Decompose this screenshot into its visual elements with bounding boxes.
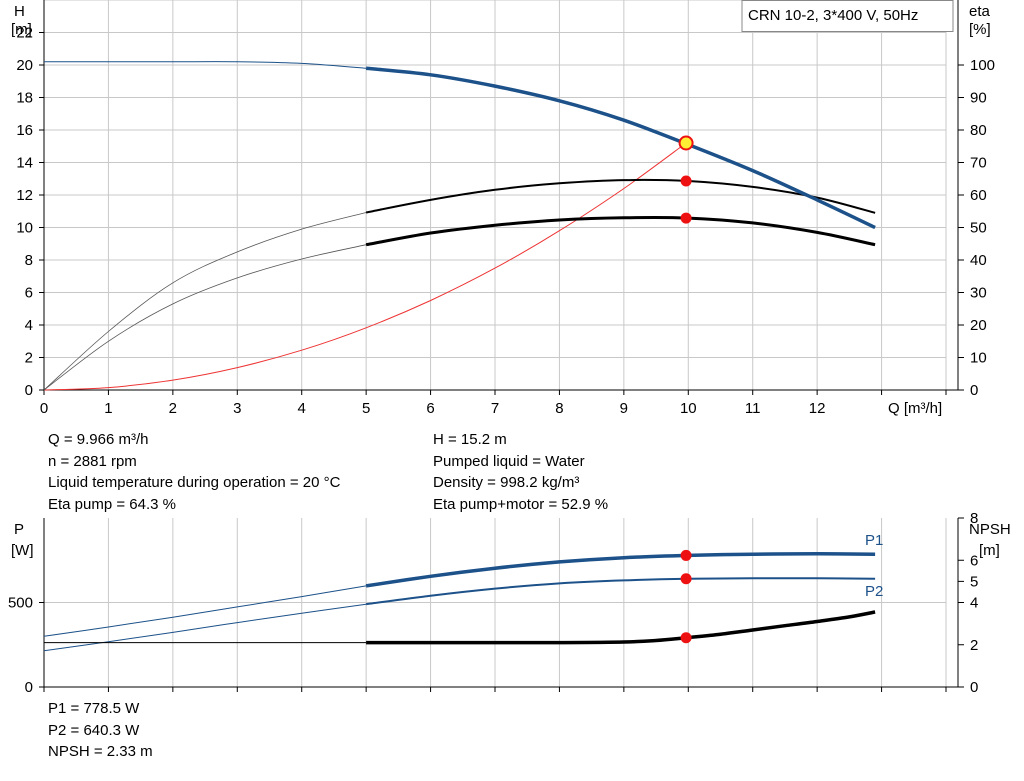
eta-pump-curve-extension [43,212,367,391]
y2-tick-label: 0 [970,382,978,399]
x-axis-title: Q [m³/h] [888,400,942,417]
pump-label-box [741,0,954,32]
head-value: H = 15.2 m [433,431,507,448]
p1-curve [365,552,876,588]
duty-point-eta [680,175,692,187]
duty-point-eta [680,212,692,224]
y-tick-label: 6 [25,285,33,302]
y-tick-label: 18 [16,90,33,107]
p1-value: P1 = 778.5 W [48,700,140,717]
npsh-curve [366,610,876,645]
y-tick-label: 16 [16,122,33,139]
y-axis-title: H [14,3,25,20]
duty-info-left: Q = 9.966 m³/h n = 2881 rpm Liquid tempe… [48,429,340,515]
y2-axis-unit: [m] [979,542,1000,559]
y-axis-title: P [14,521,24,538]
x-tick-label: 1 [104,400,112,417]
duty-point-p2 [680,573,692,585]
y-tick-label: 12 [16,187,33,204]
speed-value: n = 2881 rpm [48,452,137,470]
p2-label: P2 [865,583,883,600]
y2-tick-label: 10 [970,350,987,367]
y-tick-label: 22 [16,25,33,42]
y2-axis-title: eta [969,3,991,20]
npsh-value: NPSH = 2.33 m [48,743,153,760]
y2-axis-unit: [%] [969,21,991,38]
x-tick-label: 12 [809,400,826,417]
y2-tick-label: 8 [970,510,978,527]
eta-pump-motor-curve-extension [43,244,367,391]
x-tick-label: 8 [555,400,563,417]
y2-tick-label: 2 [970,637,978,654]
pump-label: CRN 10-2, 3*400 V, 50Hz [748,7,918,24]
eta-pump-curve [365,178,876,214]
flow-value: Q = 9.966 m³/h [48,431,149,448]
x-tick-label: 9 [620,400,628,417]
x-tick-label: 3 [233,400,241,417]
y-tick-label: 14 [16,155,33,172]
y2-tick-label: 100 [970,57,995,74]
y2-tick-label: 70 [970,155,987,172]
y2-tick-label: 0 [970,679,978,696]
power-info: P1 = 778.5 W P2 = 640.3 W NPSH = 2.33 m [48,698,153,763]
duty-info-right: H = 15.2 m Pumped liquid = Water Density… [433,429,608,515]
p2-curve [365,577,876,606]
duty-point-npsh [680,632,692,644]
y-tick-label: 0 [25,679,33,696]
y2-tick-label: 40 [970,252,987,269]
y2-tick-label: 6 [970,552,978,569]
x-tick-label: 7 [491,400,499,417]
x-tick-label: 4 [298,400,306,417]
y2-tick-label: 80 [970,122,987,139]
duty-point-p1 [680,549,692,561]
y2-tick-label: 30 [970,285,987,302]
x-tick-label: 10 [680,400,697,417]
p1-label: P1 [865,532,883,549]
y-tick-label: 2 [25,350,33,367]
p2-curve-extension [43,603,367,652]
eta-pump-motor-value: Eta pump+motor = 52.9 % [433,495,609,513]
liquid-temperature-value: Liquid temperature during operation = 20… [48,474,341,491]
y2-tick-label: 60 [970,187,987,204]
x-tick-label: 5 [362,400,370,417]
system-curve [43,142,687,391]
y-tick-label: 0 [25,382,33,399]
x-tick-label: 11 [745,400,761,417]
x-tick-label: 2 [169,400,177,417]
y2-tick-label: 4 [970,595,978,612]
eta-pump-value: Eta pump = 64.3 % [48,495,176,513]
head-eta-chart: 0246810121416182022H[m]01020304050607080… [11,0,995,417]
y2-tick-label: 90 [970,90,987,107]
x-tick-label: 0 [40,400,48,417]
head-curve [365,66,876,230]
head-curve-extension [44,61,367,69]
y-axis-unit: [m] [11,21,32,38]
y-tick-label: 20 [16,57,33,74]
y-axis-unit: [W] [11,542,34,559]
y-tick-label: 4 [25,317,33,334]
y2-tick-label: 50 [970,220,987,237]
y2-tick-label: 20 [970,317,987,334]
x-tick-label: 6 [426,400,434,417]
y-tick-label: 10 [16,220,33,237]
y-tick-label: 500 [8,595,33,612]
y2-axis-title: NPSH [969,521,1011,538]
y2-tick-label: 5 [970,573,978,590]
eta-pump-motor-curve [365,215,876,247]
pumped-liquid-value: Pumped liquid = Water [433,452,585,470]
y-tick-label: 8 [25,252,33,269]
duty-point-head [678,135,694,151]
p1-curve-extension [43,585,367,637]
p2-value: P2 = 640.3 W [48,721,140,739]
density-value: Density = 998.2 kg/m³ [433,474,580,491]
